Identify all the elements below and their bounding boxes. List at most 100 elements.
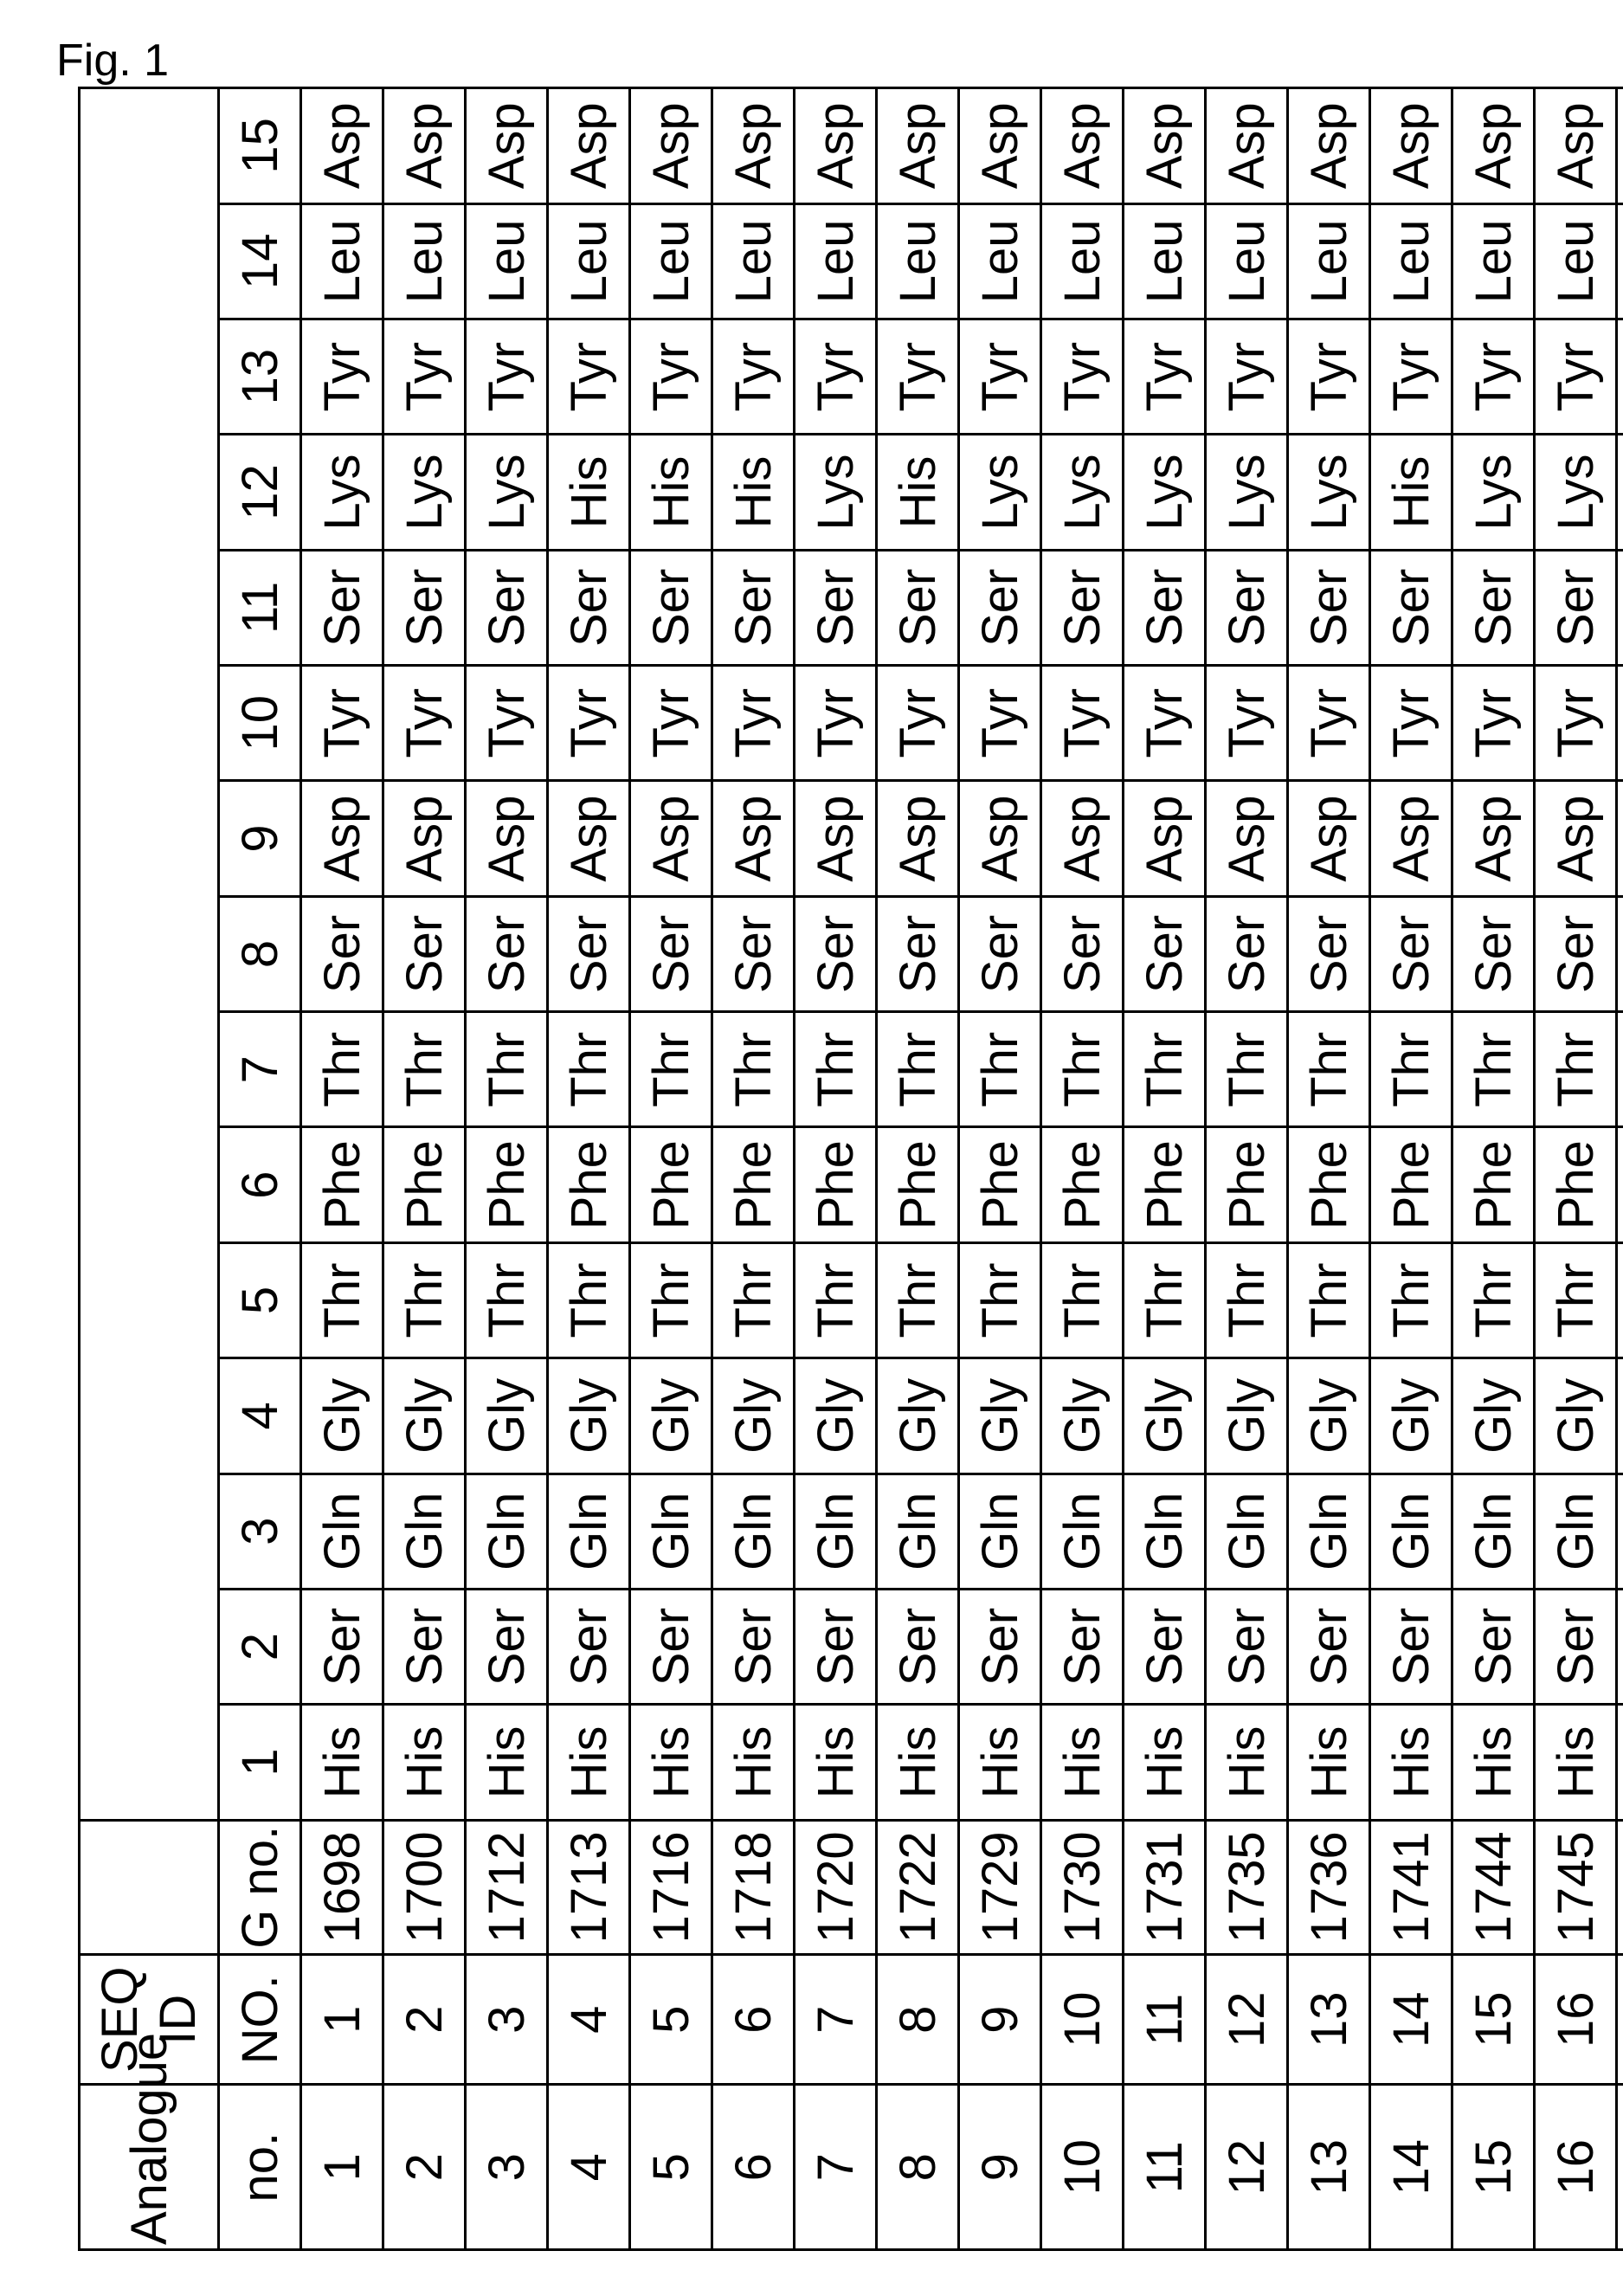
cell-residue: Phe (877, 1127, 959, 1242)
cell-residue: Gly (630, 1358, 712, 1474)
cell-gno: 1713 (548, 1820, 630, 1954)
header-pos-12: 12 (219, 435, 301, 550)
cell-seqid: 11 (1124, 1955, 1206, 2085)
cell-residue: Thr (548, 1012, 630, 1127)
cell-residue: Gln (1206, 1474, 1288, 1589)
header-analogue: Analogue (80, 2085, 219, 2250)
cell-residue: Lys (1617, 435, 1623, 550)
cell-residue: Thr (466, 1012, 548, 1127)
table-row: 441713HisSerGlnGlyThrPheThrSerAspTyrSerH… (548, 88, 630, 2250)
cell-residue: Leu (877, 203, 959, 319)
cell-residue: His (383, 1705, 466, 1820)
cell-residue: Leu (712, 203, 795, 319)
cell-analogue: 13 (1288, 2085, 1370, 2250)
cell-residue: Thr (1452, 1242, 1535, 1358)
cell-residue: His (1617, 1705, 1623, 1820)
cell-residue: Leu (1041, 203, 1124, 319)
header-positions-empty (80, 88, 219, 1821)
cell-residue: Ser (1452, 896, 1535, 1011)
cell-residue: Thr (1041, 1012, 1124, 1127)
cell-residue: Tyr (1370, 319, 1452, 434)
cell-residue: Ser (1206, 896, 1288, 1011)
cell-residue: Asp (301, 781, 383, 896)
cell-residue: Lys (1041, 435, 1124, 550)
cell-residue: Ser (301, 1589, 383, 1704)
header-pos-7: 7 (219, 1012, 301, 1127)
cell-residue: Thr (1370, 1242, 1452, 1358)
cell-residue: Gln (466, 1474, 548, 1589)
cell-residue: Gln (1452, 1474, 1535, 1589)
cell-analogue: 4 (548, 2085, 630, 2250)
cell-residue: Tyr (1617, 666, 1623, 781)
cell-residue: Thr (1124, 1242, 1206, 1358)
cell-residue: Asp (1452, 88, 1535, 204)
table-row: 13131736HisSerGlnGlyThrPheThrSerAspTyrSe… (1288, 88, 1370, 2250)
cell-residue: Thr (712, 1242, 795, 1358)
cell-residue: Ser (1288, 896, 1370, 1011)
cell-residue: Thr (630, 1242, 712, 1358)
cell-residue: Asp (1617, 781, 1623, 896)
cell-analogue: 10 (1041, 2085, 1124, 2250)
cell-residue: Ser (959, 896, 1041, 1011)
cell-residue: Gln (712, 1474, 795, 1589)
cell-residue: Ser (548, 1589, 630, 1704)
cell-residue: Ser (1370, 550, 1452, 665)
cell-residue: Asp (1124, 781, 1206, 896)
cell-residue: Lys (795, 435, 877, 550)
cell-seqid: 7 (795, 1955, 877, 2085)
cell-seqid: 12 (1206, 1955, 1288, 2085)
cell-gno: 1722 (877, 1820, 959, 1954)
cell-residue: Ser (712, 550, 795, 665)
cell-residue: Thr (548, 1242, 630, 1358)
cell-residue: Ser (1124, 896, 1206, 1011)
cell-residue: Asp (630, 781, 712, 896)
cell-residue: Asp (548, 781, 630, 896)
cell-residue: Ser (383, 550, 466, 665)
cell-seqid: 14 (1370, 1955, 1452, 2085)
cell-residue: His (959, 1705, 1041, 1820)
cell-residue: Leu (1288, 203, 1370, 319)
cell-residue: Lys (383, 435, 466, 550)
cell-residue: His (548, 1705, 630, 1820)
cell-residue: Phe (1617, 1127, 1623, 1242)
cell-residue: Asp (877, 781, 959, 896)
cell-residue: Ser (383, 896, 466, 1011)
cell-residue: Thr (1452, 1012, 1535, 1127)
cell-residue: Tyr (1124, 666, 1206, 781)
cell-residue: Asp (1452, 781, 1535, 896)
cell-residue: Ser (1124, 550, 1206, 665)
cell-residue: Ser (959, 1589, 1041, 1704)
cell-residue: Ser (877, 896, 959, 1011)
table-row: 15151744HisSerGlnGlyThrPheThrSerAspTyrSe… (1452, 88, 1535, 2250)
cell-residue: Asp (548, 88, 630, 204)
cell-residue: Leu (1206, 203, 1288, 319)
cell-residue: Thr (1288, 1012, 1370, 1127)
cell-residue: His (1288, 1705, 1370, 1820)
cell-residue: Thr (1535, 1242, 1617, 1358)
cell-residue: Tyr (959, 319, 1041, 434)
cell-residue: Gly (1452, 1358, 1535, 1474)
cell-gno: 1729 (959, 1820, 1041, 1954)
cell-residue: Leu (548, 203, 630, 319)
cell-residue: Asp (959, 88, 1041, 204)
cell-residue: Leu (630, 203, 712, 319)
cell-residue: Asp (301, 88, 383, 204)
cell-residue: Ser (1452, 550, 1535, 665)
cell-residue: His (630, 1705, 712, 1820)
cell-residue: Thr (1124, 1012, 1206, 1127)
cell-residue: His (712, 1705, 795, 1820)
cell-residue: Gly (301, 1358, 383, 1474)
cell-residue: Leu (795, 203, 877, 319)
cell-seqid: 16 (1535, 1955, 1617, 2085)
header-pos-14: 14 (219, 203, 301, 319)
cell-residue: Asp (1288, 88, 1370, 204)
cell-residue: Leu (959, 203, 1041, 319)
cell-gno: 1744 (1452, 1820, 1535, 1954)
cell-residue: Thr (301, 1012, 383, 1127)
cell-residue: Tyr (1535, 666, 1617, 781)
cell-seqid: 3 (466, 1955, 548, 2085)
cell-residue: Lys (959, 435, 1041, 550)
cell-residue: Lys (466, 435, 548, 550)
cell-residue: Asp (959, 781, 1041, 896)
cell-residue: Asp (466, 781, 548, 896)
